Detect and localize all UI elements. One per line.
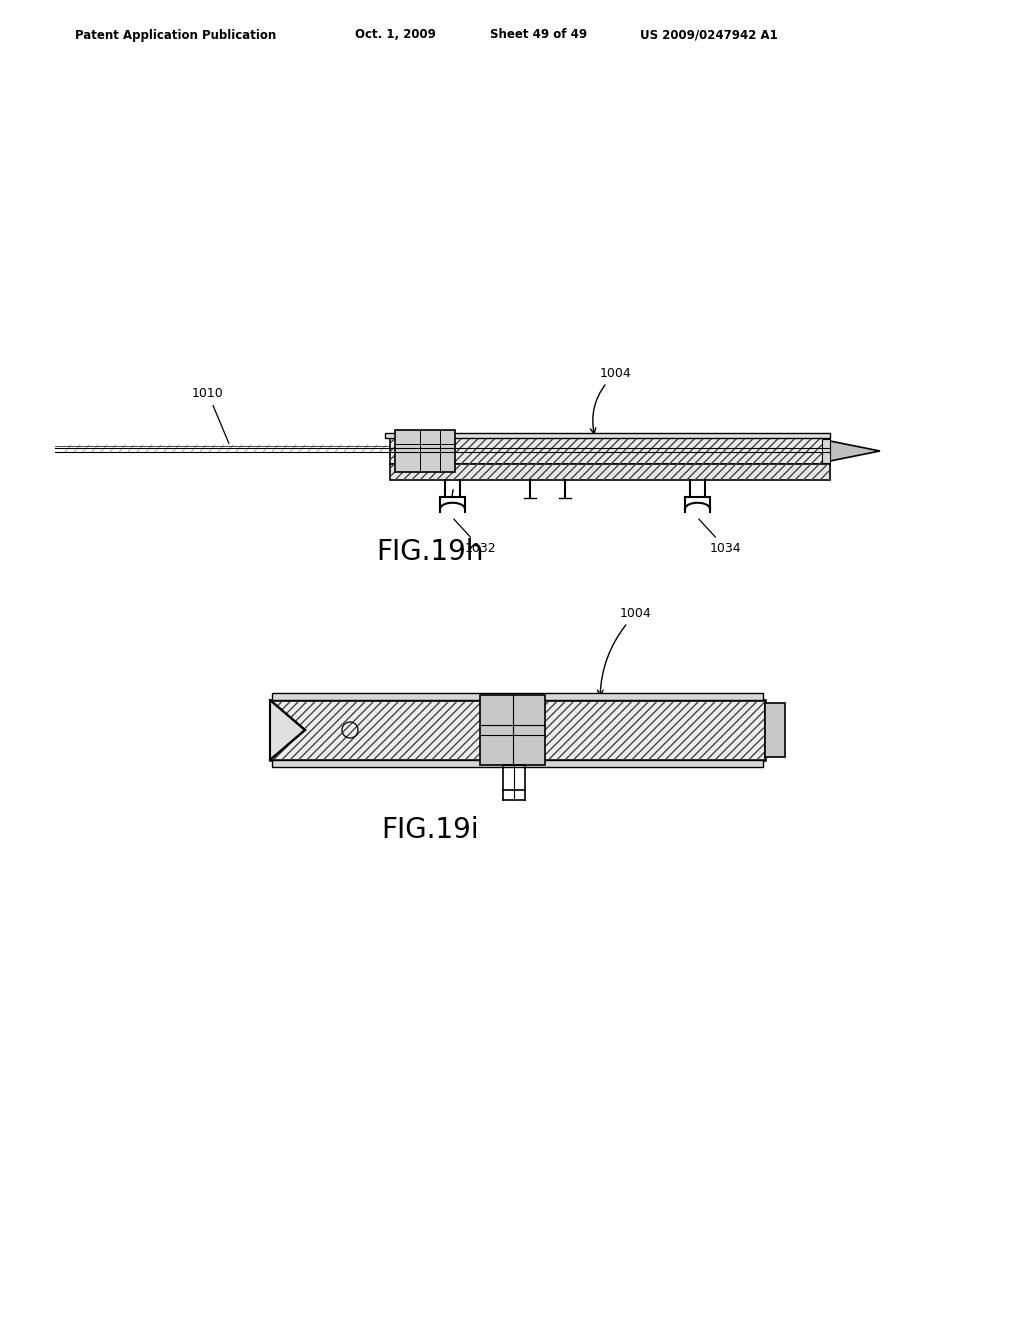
Bar (765, 704, 785, 756)
Text: 1034: 1034 (698, 519, 741, 554)
Bar (270, 700, 765, 760)
Text: Oct. 1, 2009: Oct. 1, 2009 (355, 29, 436, 41)
Bar (822, 440, 830, 463)
Text: 1004: 1004 (598, 607, 651, 696)
Polygon shape (270, 700, 305, 760)
Polygon shape (830, 441, 880, 461)
Text: 1032: 1032 (454, 519, 497, 554)
Bar (272, 760, 763, 767)
Text: Sheet 49 of 49: Sheet 49 of 49 (490, 29, 587, 41)
Bar (390, 465, 830, 480)
Text: FIG.19h: FIG.19h (376, 539, 483, 566)
Text: 1004: 1004 (590, 367, 632, 434)
Bar (390, 438, 830, 465)
Text: Patent Application Publication: Patent Application Publication (75, 29, 276, 41)
Text: FIG.19i: FIG.19i (381, 816, 479, 843)
Text: 1010: 1010 (193, 387, 229, 444)
Text: US 2009/0247942 A1: US 2009/0247942 A1 (640, 29, 778, 41)
Bar (270, 700, 765, 760)
Bar (390, 438, 830, 465)
Bar (385, 433, 830, 438)
Bar (395, 430, 455, 473)
Bar (272, 693, 763, 700)
Bar (390, 465, 830, 480)
Bar (480, 696, 545, 766)
